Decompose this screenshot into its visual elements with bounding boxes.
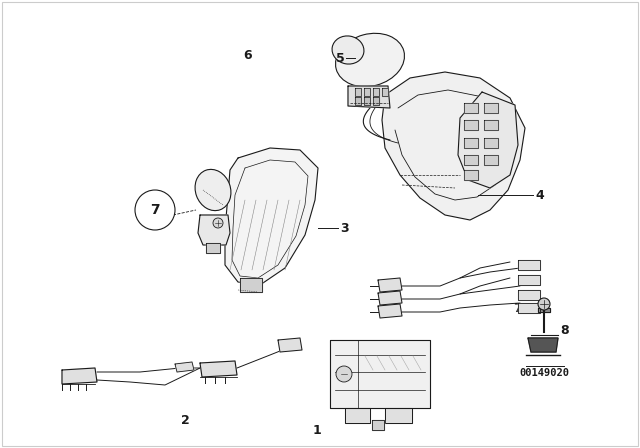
Circle shape bbox=[538, 298, 550, 310]
Polygon shape bbox=[355, 97, 361, 105]
Circle shape bbox=[135, 190, 175, 230]
Polygon shape bbox=[484, 120, 498, 130]
Polygon shape bbox=[355, 88, 361, 96]
Polygon shape bbox=[378, 304, 402, 318]
Ellipse shape bbox=[195, 169, 231, 211]
Text: 8: 8 bbox=[560, 323, 568, 336]
Polygon shape bbox=[464, 138, 478, 148]
Polygon shape bbox=[464, 170, 478, 180]
Text: 3: 3 bbox=[340, 221, 349, 234]
Polygon shape bbox=[175, 362, 194, 372]
Text: 5: 5 bbox=[336, 52, 345, 65]
Polygon shape bbox=[464, 155, 478, 165]
Text: 2: 2 bbox=[180, 414, 189, 426]
Polygon shape bbox=[206, 243, 220, 253]
Ellipse shape bbox=[332, 36, 364, 64]
Polygon shape bbox=[518, 275, 540, 285]
Text: 00149020: 00149020 bbox=[519, 368, 569, 378]
Circle shape bbox=[213, 218, 223, 228]
Polygon shape bbox=[348, 86, 390, 108]
Polygon shape bbox=[464, 103, 478, 113]
Polygon shape bbox=[200, 361, 237, 377]
Polygon shape bbox=[382, 72, 525, 220]
Polygon shape bbox=[330, 340, 430, 408]
Text: 4: 4 bbox=[535, 189, 544, 202]
Polygon shape bbox=[62, 368, 97, 384]
Polygon shape bbox=[225, 148, 318, 285]
Polygon shape bbox=[518, 290, 540, 300]
Polygon shape bbox=[373, 88, 379, 96]
Polygon shape bbox=[518, 260, 540, 270]
Polygon shape bbox=[240, 278, 262, 292]
Polygon shape bbox=[364, 97, 370, 105]
Polygon shape bbox=[198, 215, 230, 245]
Polygon shape bbox=[373, 97, 379, 105]
Text: 6: 6 bbox=[244, 48, 252, 61]
Polygon shape bbox=[378, 278, 402, 292]
Polygon shape bbox=[484, 103, 498, 113]
Polygon shape bbox=[538, 308, 550, 312]
Polygon shape bbox=[518, 303, 540, 313]
Polygon shape bbox=[345, 408, 370, 423]
Polygon shape bbox=[458, 92, 518, 188]
Polygon shape bbox=[372, 420, 384, 430]
Text: 7: 7 bbox=[514, 302, 522, 314]
Polygon shape bbox=[528, 338, 558, 352]
Polygon shape bbox=[484, 155, 498, 165]
Polygon shape bbox=[385, 408, 412, 423]
Polygon shape bbox=[378, 291, 402, 305]
Polygon shape bbox=[382, 88, 388, 96]
Circle shape bbox=[336, 366, 352, 382]
Ellipse shape bbox=[335, 33, 404, 87]
Text: 7: 7 bbox=[150, 203, 160, 217]
Polygon shape bbox=[278, 338, 302, 352]
Polygon shape bbox=[364, 88, 370, 96]
Text: 1: 1 bbox=[312, 423, 321, 436]
Polygon shape bbox=[484, 138, 498, 148]
Polygon shape bbox=[464, 120, 478, 130]
